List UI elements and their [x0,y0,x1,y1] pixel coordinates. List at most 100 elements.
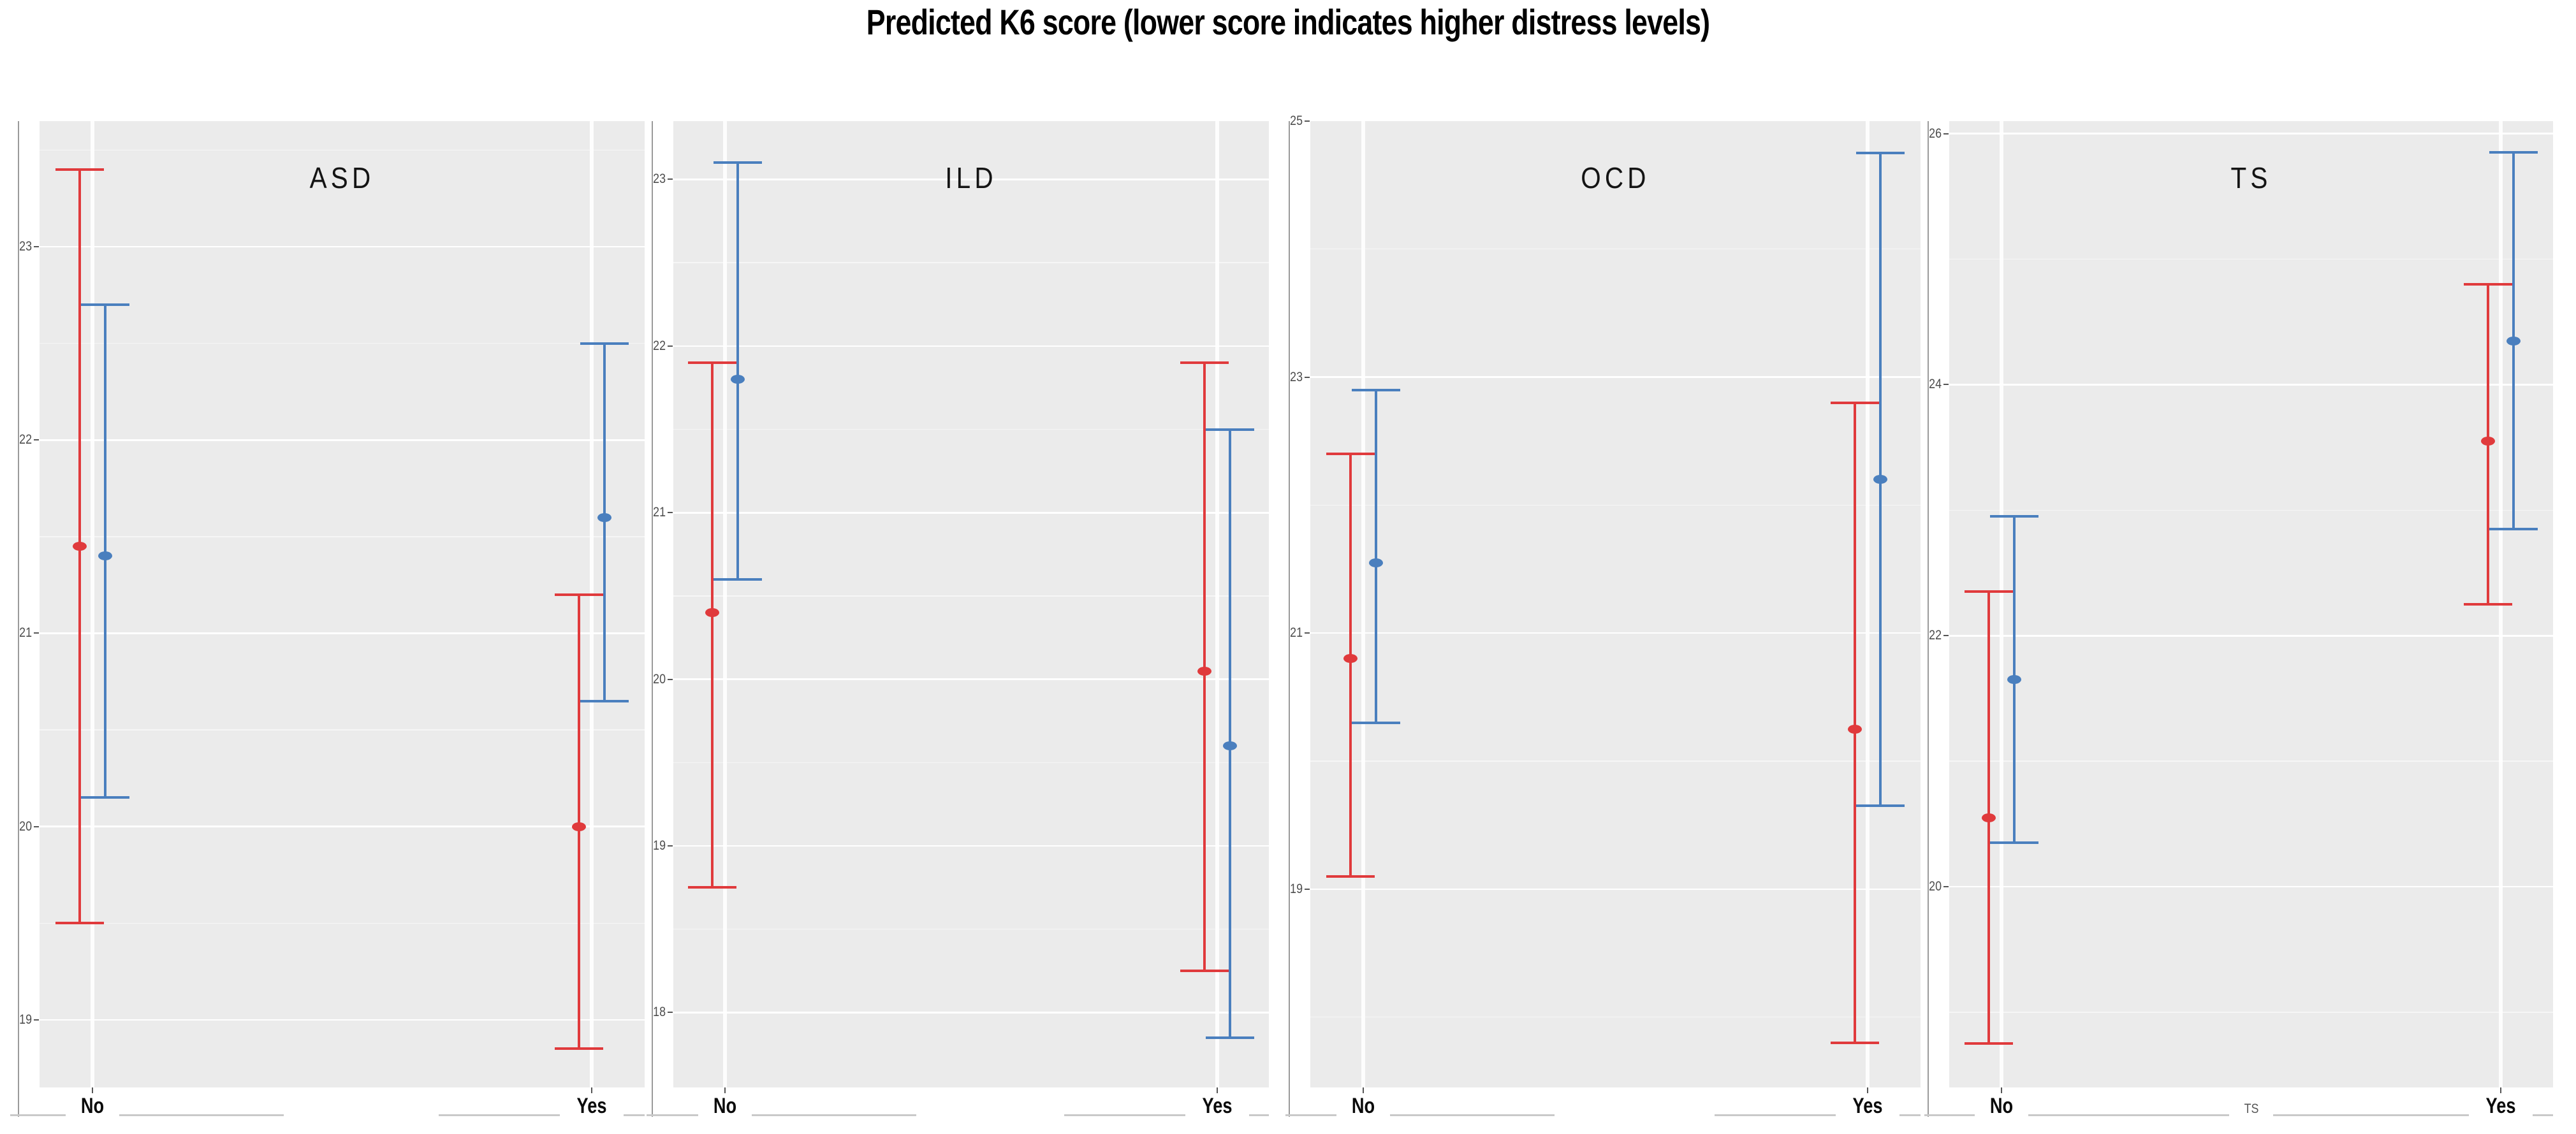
y-tick-mark [1305,120,1310,122]
x-tick-mark [2001,1087,2003,1093]
y-tick-label: 20 [19,818,32,834]
pointrange-red-no-cap-bottom [1965,1042,2014,1045]
pointrange-blue-no-line [103,305,106,798]
x-axis-rule [647,1114,699,1116]
x-axis-rule [752,1114,917,1116]
gridline-major [40,825,645,827]
pointrange-blue-yes-cap-top [580,342,629,345]
pointrange-red-yes-point [572,822,587,831]
y-tick-label: 21 [1290,625,1303,641]
gridline-major [1949,635,2553,637]
y-tick-mark [668,1012,673,1014]
pointrange-red-yes-point [2480,437,2495,446]
y-axis-line [18,121,19,1117]
pointrange-blue-no-cap-bottom [714,578,763,581]
y-tick-mark [34,1019,39,1021]
y-tick-label: 23 [1290,369,1303,384]
pointrange-blue-no-cap-top [714,161,763,164]
panel-title: ILD [945,161,997,194]
gridline-minor [673,762,1269,763]
x-tick-mark [1866,1087,1868,1093]
y-tick-label: 20 [653,671,666,687]
x-axis-rule [439,1114,560,1116]
pointrange-blue-yes-cap-top [2489,151,2538,154]
pointrange-red-no-cap-bottom [55,922,104,925]
y-tick-label: 19 [19,1012,32,1027]
pointrange-red-no-cap-top [1965,590,2014,593]
y-tick-mark [1943,635,1949,637]
gridline-major [673,678,1269,680]
y-tick-label: 20 [1929,878,1942,894]
y-tick-mark [668,678,673,680]
y-tick-mark [1943,885,1949,887]
panel-title: ASD [309,161,375,194]
x-category-label-no: No [1352,1094,1375,1118]
pointrange-red-yes-cap-bottom [555,1047,604,1050]
gridline-minor [40,342,645,344]
y-tick-mark [1943,133,1949,134]
pointrange-blue-yes-line [1228,429,1231,1038]
pointrange-blue-yes-cap-top [1205,428,1254,431]
gridline-major [40,245,645,248]
panel-background [1949,121,2553,1087]
y-tick-label: 22 [1929,628,1942,643]
pointrange-blue-no-point [1369,558,1384,567]
pointrange-red-no-line [1349,454,1352,876]
pointrange-red-no-point [1982,813,1996,822]
category-gridline [90,121,94,1087]
pointrange-blue-no-cap-top [80,303,129,307]
pointrange-blue-yes-cap-top [1855,152,1905,155]
y-tick-label: 24 [1929,377,1942,392]
y-axis-line [1289,121,1290,1117]
pointrange-red-yes-line [578,594,581,1049]
pointrange-red-yes-point [1197,666,1211,676]
chart-title: Predicted K6 score (lower score indicate… [866,2,1710,42]
pointrange-red-yes-cap-bottom [2463,603,2512,606]
y-tick-mark [1305,632,1310,634]
x-category-label-yes: Yes [1852,1094,1883,1118]
y-tick-label: 25 [1290,113,1303,128]
gridline-major [1949,384,2553,386]
gridline-major [673,178,1269,180]
gridline-minor [1310,760,1921,762]
x-axis-rule [1899,1114,1921,1116]
panel-background [1310,121,1921,1087]
pointrange-red-no-cap-bottom [1326,875,1375,878]
pointrange-blue-no-line [1375,389,1378,723]
pointrange-red-yes-cap-top [1830,401,1879,404]
gridline-major [673,512,1269,514]
x-tick-mark [591,1087,593,1093]
x-category-label-no: No [80,1094,104,1118]
pointrange-red-no-point [705,608,720,618]
pointrange-blue-yes-cap-bottom [1205,1036,1254,1039]
category-gridline [2000,121,2004,1087]
y-axis-line [1928,121,1929,1117]
y-tick-mark [1943,384,1949,386]
y-tick-label: 23 [19,239,32,254]
y-tick-label: 19 [1290,881,1303,896]
x-category-label-no: No [714,1094,737,1118]
y-tick-label: 26 [1929,126,1942,141]
gridline-minor [673,428,1269,430]
pointrange-red-yes-cap-top [1180,361,1229,364]
gridline-major [40,632,645,634]
gridline-major [673,345,1269,347]
x-tick-mark [1363,1087,1365,1093]
gridline-minor [673,595,1269,597]
x-axis-rule [1714,1114,1836,1116]
x-category-label-yes: Yes [1202,1094,1233,1118]
y-tick-label: 23 [653,171,666,187]
pointrange-blue-no-cap-top [1990,515,2039,518]
pointrange-red-no-cap-bottom [688,886,737,889]
y-tick-mark [34,439,39,441]
x-tick-mark [91,1087,93,1093]
pointrange-red-yes-cap-top [2463,282,2512,286]
y-tick-label: 22 [19,432,32,447]
y-tick-mark [1305,376,1310,378]
panel-title: TS [2230,161,2272,194]
gridline-major [1949,133,2553,134]
category-gridline [723,121,728,1087]
y-tick-label: 22 [653,338,666,353]
category-gridline [590,121,594,1087]
gridline-minor [40,729,645,731]
